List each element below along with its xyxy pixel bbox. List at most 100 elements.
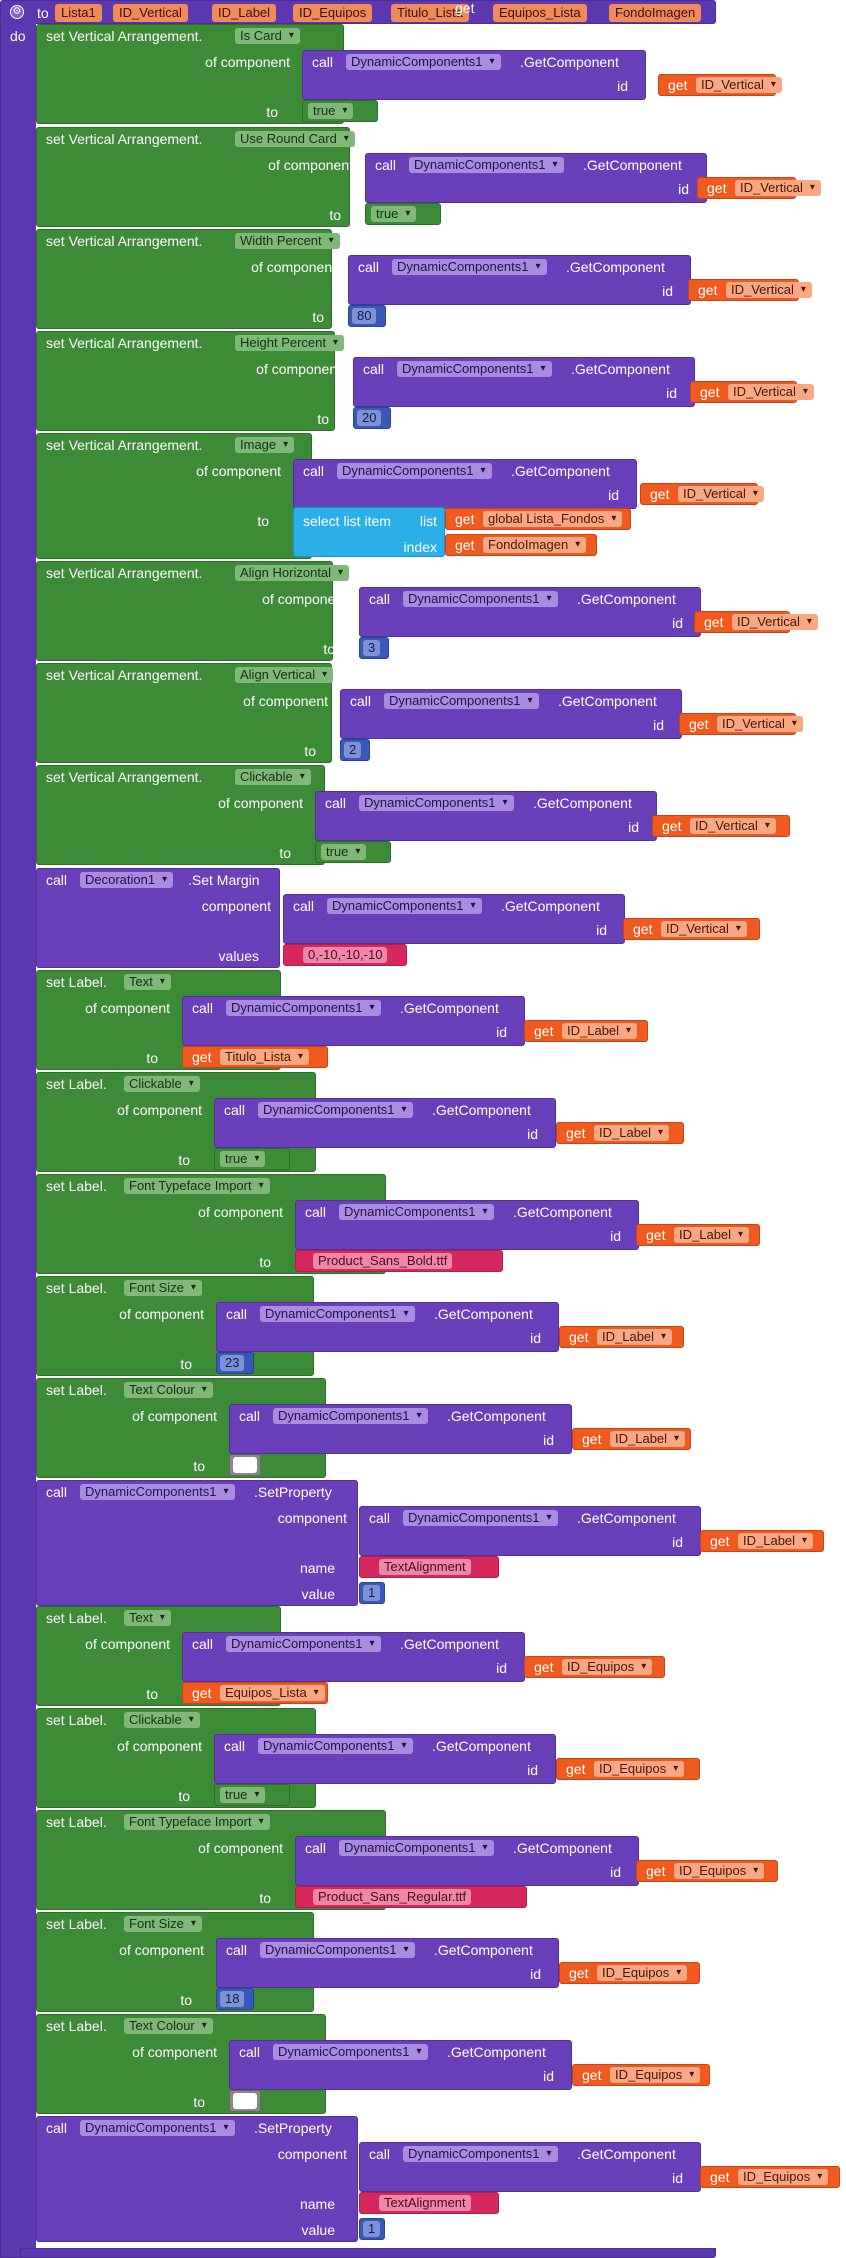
component-dropdown[interactable]: DynamicComponents1 [226,1636,381,1652]
select-list-item-block[interactable] [293,507,445,557]
component-dropdown[interactable]: DynamicComponents1 [327,898,482,914]
component-dropdown[interactable]: DynamicComponents1 [339,1204,494,1220]
variable-dropdown[interactable]: ID_Label [597,1329,673,1345]
param-chip[interactable]: ID_Label [212,4,277,22]
colour-swatch[interactable] [233,1457,257,1473]
variable-dropdown[interactable]: ID_Label [738,1533,814,1549]
property-dropdown[interactable]: Text Colour [124,1382,213,1398]
text-value[interactable]: TextAlignment [379,1559,471,1575]
call-block[interactable] [36,1480,358,1606]
component-dropdown[interactable]: DynamicComponents1 [409,157,564,173]
param-chip[interactable]: ID_Equipos [293,4,373,22]
boolean-dropdown[interactable]: true [371,206,417,222]
boolean-dropdown[interactable]: true [321,844,367,860]
variable-dropdown[interactable]: ID_Label [562,1023,638,1039]
procedure-header[interactable]: ⚙ to Lista1 ID_Vertical ID_Label ID_Equi… [0,0,716,24]
text-value[interactable]: Product_Sans_Bold.ttf [313,1253,453,1269]
variable-dropdown[interactable]: ID_Vertical [690,818,776,834]
variable-dropdown[interactable]: global Lista_Fondos [483,511,623,527]
property-dropdown[interactable]: Clickable [235,769,311,785]
number-value[interactable]: 1 [363,1585,381,1601]
number-value[interactable]: 3 [363,640,381,656]
variable-dropdown[interactable]: ID_Equipos [610,2067,701,2083]
component-dropdown[interactable]: Decoration1 [80,872,174,888]
variable-dropdown[interactable]: ID_Label [594,1125,670,1141]
property-dropdown[interactable]: Align Vertical [235,667,334,683]
setter-block[interactable] [36,433,312,559]
property-dropdown[interactable]: Clickable [124,1076,200,1092]
text-value[interactable]: TextAlignment [379,2195,471,2211]
proc-name[interactable]: Lista1 [55,4,102,22]
variable-dropdown[interactable]: ID_Vertical [735,180,821,196]
variable-dropdown[interactable]: ID_Label [674,1227,750,1243]
variable-dropdown[interactable]: ID_Equipos [738,2169,829,2185]
variable-dropdown[interactable]: ID_Vertical [661,921,747,937]
property-dropdown[interactable]: Align Horizontal [235,565,350,581]
component-dropdown[interactable]: DynamicComponents1 [339,1840,494,1856]
property-dropdown[interactable]: Font Typeface Import [124,1178,270,1194]
component-dropdown[interactable]: DynamicComponents1 [258,1738,413,1754]
component-dropdown[interactable]: DynamicComponents1 [392,259,547,275]
number-value[interactable]: 20 [357,410,382,426]
variable-dropdown[interactable]: Equipos_Lista [220,1685,325,1701]
variable-dropdown[interactable]: FondoImagen [483,537,587,553]
variable-dropdown[interactable]: ID_Vertical [717,716,803,732]
property-dropdown[interactable]: Image [235,437,295,453]
component-dropdown[interactable]: DynamicComponents1 [403,591,558,607]
param-chip[interactable]: FondoImagen [609,4,702,22]
variable-dropdown[interactable]: ID_Equipos [597,1965,688,1981]
number-value[interactable]: 80 [352,308,377,324]
component-dropdown[interactable]: DynamicComponents1 [384,693,539,709]
gear-icon[interactable]: ⚙ [10,5,24,19]
property-dropdown[interactable]: Text [124,974,171,990]
component-dropdown[interactable]: DynamicComponents1 [403,2146,558,2162]
property-dropdown[interactable]: Width Percent [235,233,340,249]
component-dropdown[interactable]: DynamicComponents1 [226,1000,381,1016]
component-dropdown[interactable]: DynamicComponents1 [80,2120,235,2136]
property-dropdown[interactable]: Text [124,1610,171,1626]
component-dropdown[interactable]: DynamicComponents1 [397,361,552,377]
property-dropdown[interactable]: Font Size [124,1916,202,1932]
component-dropdown[interactable]: DynamicComponents1 [403,1510,558,1526]
component-dropdown[interactable]: DynamicComponents1 [273,1408,428,1424]
variable-dropdown[interactable]: ID_Vertical [726,282,812,298]
variable-dropdown[interactable]: Titulo_Lista [220,1049,309,1065]
variable-dropdown[interactable]: ID_Label [610,1431,686,1447]
variable-dropdown[interactable]: ID_Vertical [732,614,818,630]
variable-dropdown[interactable]: ID_Equipos [674,1863,765,1879]
param-chip[interactable]: Titulo_Lista [391,4,469,22]
property-dropdown[interactable]: Font Size [124,1280,202,1296]
component-dropdown[interactable]: DynamicComponents1 [260,1942,415,1958]
component-dropdown[interactable]: DynamicComponents1 [260,1306,415,1322]
variable-dropdown[interactable]: ID_Equipos [562,1659,653,1675]
text-value[interactable]: 0,-10,-10,-10 [303,947,388,963]
boolean-dropdown[interactable]: true [220,1151,266,1167]
variable-dropdown[interactable]: ID_Vertical [696,77,782,93]
call-block[interactable] [36,2116,358,2242]
property-dropdown[interactable]: Clickable [124,1712,200,1728]
component-dropdown[interactable]: DynamicComponents1 [80,1484,235,1500]
variable-dropdown[interactable]: ID_Vertical [678,486,764,502]
property-dropdown[interactable]: Font Typeface Import [124,1814,270,1830]
boolean-dropdown[interactable]: true [220,1787,266,1803]
property-dropdown[interactable]: Is Card [235,28,300,44]
boolean-dropdown[interactable]: true [308,103,354,119]
property-dropdown[interactable]: Text Colour [124,2018,213,2034]
param-chip[interactable]: Equipos_Lista [493,4,587,22]
property-dropdown[interactable]: Use Round Card [235,131,355,147]
number-value[interactable]: 2 [344,742,362,758]
component-dropdown[interactable]: DynamicComponents1 [258,1102,413,1118]
component-dropdown[interactable]: DynamicComponents1 [273,2044,428,2060]
property-dropdown[interactable]: Height Percent [235,335,344,351]
number-value[interactable]: 1 [363,2221,381,2237]
text-value[interactable]: Product_Sans_Regular.ttf [313,1889,472,1905]
number-value[interactable]: 23 [220,1355,245,1371]
component-dropdown[interactable]: DynamicComponents1 [346,54,501,70]
component-dropdown[interactable]: DynamicComponents1 [359,795,514,811]
number-value[interactable]: 18 [220,1991,245,2007]
colour-swatch[interactable] [233,2093,257,2109]
variable-dropdown[interactable]: ID_Vertical [728,384,814,400]
variable-dropdown[interactable]: ID_Equipos [594,1761,685,1777]
component-dropdown[interactable]: DynamicComponents1 [337,463,492,479]
param-chip[interactable]: ID_Vertical [113,4,188,22]
